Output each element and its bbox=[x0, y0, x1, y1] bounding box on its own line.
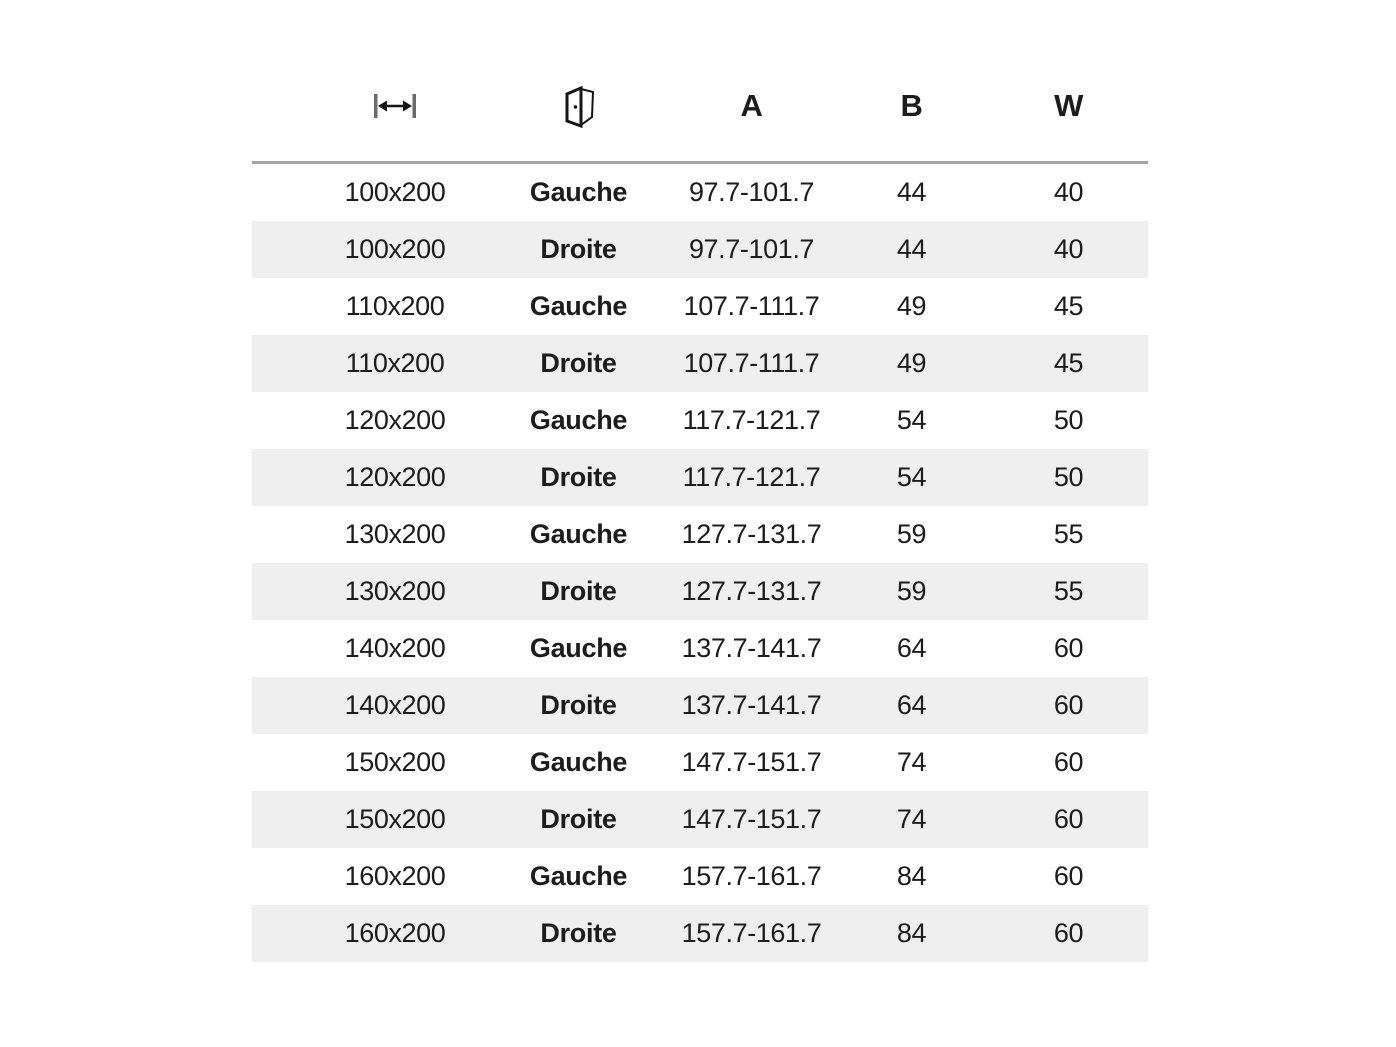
column-header-b: B bbox=[900, 87, 923, 123]
cell-w-dimension: 60 bbox=[1053, 747, 1084, 777]
cell-size: 110x200 bbox=[345, 291, 445, 321]
cell-w-dimension: 50 bbox=[1053, 405, 1084, 435]
cell-w-dimension: 60 bbox=[1053, 804, 1084, 834]
cell-door-side: Droite bbox=[540, 690, 617, 720]
cell-door-side: Droite bbox=[540, 348, 617, 378]
column-header-a: A bbox=[740, 87, 763, 123]
cell-a-dimension: 157.7-161.7 bbox=[681, 918, 822, 948]
table-header-row: A B W bbox=[252, 50, 1148, 164]
cell-b-dimension: 74 bbox=[896, 804, 927, 834]
table-row: 100x200 Droite 97.7-101.7 44 40 bbox=[252, 221, 1148, 278]
cell-b-dimension: 54 bbox=[896, 405, 927, 435]
cell-w-dimension: 45 bbox=[1053, 348, 1084, 378]
cell-a-dimension: 97.7-101.7 bbox=[688, 177, 815, 207]
cell-door-side: Gauche bbox=[529, 747, 628, 777]
table-row: 150x200 Gauche 147.7-151.7 74 60 bbox=[252, 734, 1148, 791]
table-row: 130x200 Gauche 127.7-131.7 59 55 bbox=[252, 506, 1148, 563]
cell-door-side: Gauche bbox=[529, 861, 628, 891]
cell-b-dimension: 84 bbox=[896, 861, 927, 891]
width-dimension-icon bbox=[323, 92, 417, 120]
cell-size: 100x200 bbox=[344, 234, 446, 264]
table-row: 110x200 Gauche 107.7-111.7 49 45 bbox=[252, 278, 1148, 335]
cell-b-dimension: 64 bbox=[896, 690, 927, 720]
cell-a-dimension: 117.7-121.7 bbox=[682, 462, 821, 492]
cell-b-dimension: 84 bbox=[896, 918, 927, 948]
cell-door-side: Droite bbox=[540, 918, 617, 948]
cell-door-side: Gauche bbox=[529, 405, 628, 435]
cell-size: 130x200 bbox=[344, 576, 446, 606]
cell-size: 120x200 bbox=[344, 462, 446, 492]
cell-size: 120x200 bbox=[344, 405, 446, 435]
table-row: 120x200 Gauche 117.7-121.7 54 50 bbox=[252, 392, 1148, 449]
cell-size: 130x200 bbox=[344, 519, 446, 549]
cell-door-side: Gauche bbox=[529, 291, 628, 321]
cell-w-dimension: 60 bbox=[1053, 918, 1084, 948]
cell-w-dimension: 45 bbox=[1053, 291, 1084, 321]
cell-a-dimension: 107.7-111.7 bbox=[683, 291, 820, 321]
cell-w-dimension: 40 bbox=[1053, 234, 1084, 264]
cell-b-dimension: 74 bbox=[896, 747, 927, 777]
table-row: 130x200 Droite 127.7-131.7 59 55 bbox=[252, 563, 1148, 620]
cell-a-dimension: 157.7-161.7 bbox=[681, 861, 822, 891]
cell-size: 150x200 bbox=[344, 747, 446, 777]
dimensions-spec-table: A B W 100x200 Gauche 97.7-101.7 44 40 10… bbox=[252, 50, 1148, 962]
cell-size: 140x200 bbox=[344, 633, 446, 663]
cell-door-side: Droite bbox=[540, 804, 617, 834]
cell-size: 160x200 bbox=[344, 918, 446, 948]
cell-b-dimension: 44 bbox=[896, 177, 927, 207]
cell-a-dimension: 147.7-151.7 bbox=[681, 804, 822, 834]
cell-a-dimension: 137.7-141.7 bbox=[681, 633, 822, 663]
cell-size: 110x200 bbox=[345, 348, 445, 378]
table-row: 100x200 Gauche 97.7-101.7 44 40 bbox=[252, 164, 1148, 221]
cell-a-dimension: 127.7-131.7 bbox=[681, 576, 822, 606]
cell-door-side: Gauche bbox=[529, 633, 628, 663]
table-row: 120x200 Droite 117.7-121.7 54 50 bbox=[252, 449, 1148, 506]
cell-w-dimension: 55 bbox=[1053, 519, 1084, 549]
cell-w-dimension: 60 bbox=[1053, 690, 1084, 720]
cell-w-dimension: 60 bbox=[1053, 861, 1084, 891]
cell-a-dimension: 107.7-111.7 bbox=[683, 348, 820, 378]
table-row: 160x200 Gauche 157.7-161.7 84 60 bbox=[252, 848, 1148, 905]
cell-w-dimension: 60 bbox=[1053, 633, 1084, 663]
cell-b-dimension: 54 bbox=[896, 462, 927, 492]
cell-b-dimension: 59 bbox=[896, 519, 927, 549]
cell-size: 140x200 bbox=[344, 690, 446, 720]
cell-b-dimension: 49 bbox=[896, 291, 927, 321]
table-row: 110x200 Droite 107.7-111.7 49 45 bbox=[252, 335, 1148, 392]
cell-b-dimension: 64 bbox=[896, 633, 927, 663]
cell-size: 150x200 bbox=[344, 804, 446, 834]
cell-door-side: Droite bbox=[540, 576, 617, 606]
cell-door-side: Gauche bbox=[529, 177, 628, 207]
table-body: 100x200 Gauche 97.7-101.7 44 40 100x200 … bbox=[252, 164, 1148, 962]
table-row: 140x200 Gauche 137.7-141.7 64 60 bbox=[252, 620, 1148, 677]
cell-a-dimension: 147.7-151.7 bbox=[681, 747, 822, 777]
cell-w-dimension: 50 bbox=[1053, 462, 1084, 492]
cell-w-dimension: 55 bbox=[1053, 576, 1084, 606]
table-row: 140x200 Droite 137.7-141.7 64 60 bbox=[252, 677, 1148, 734]
cell-b-dimension: 44 bbox=[896, 234, 927, 264]
cell-w-dimension: 40 bbox=[1053, 177, 1084, 207]
cell-door-side: Gauche bbox=[529, 519, 628, 549]
open-door-icon bbox=[562, 84, 596, 128]
cell-b-dimension: 49 bbox=[896, 348, 927, 378]
cell-size: 100x200 bbox=[344, 177, 446, 207]
table-row: 160x200 Droite 157.7-161.7 84 60 bbox=[252, 905, 1148, 962]
cell-b-dimension: 59 bbox=[896, 576, 927, 606]
table-row: 150x200 Droite 147.7-151.7 74 60 bbox=[252, 791, 1148, 848]
cell-a-dimension: 137.7-141.7 bbox=[681, 690, 822, 720]
cell-door-side: Droite bbox=[540, 234, 617, 264]
cell-size: 160x200 bbox=[344, 861, 446, 891]
cell-a-dimension: 127.7-131.7 bbox=[681, 519, 822, 549]
cell-door-side: Droite bbox=[540, 462, 617, 492]
column-header-w: W bbox=[1054, 87, 1083, 123]
cell-a-dimension: 97.7-101.7 bbox=[688, 234, 815, 264]
cell-a-dimension: 117.7-121.7 bbox=[682, 405, 821, 435]
